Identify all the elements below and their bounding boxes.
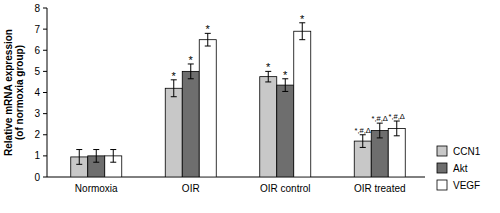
bar bbox=[199, 40, 216, 177]
error-line bbox=[113, 150, 114, 163]
y-axis-title: Relative mRNA expression bbox=[3, 29, 14, 156]
bar bbox=[165, 88, 182, 177]
y-tick bbox=[43, 92, 47, 93]
y-tick-label: 1 bbox=[34, 150, 40, 161]
error-line bbox=[362, 135, 363, 148]
bar bbox=[260, 77, 277, 177]
error-cap bbox=[360, 147, 366, 148]
y-tick bbox=[43, 50, 47, 51]
y-tick bbox=[43, 113, 47, 114]
error-cap bbox=[394, 135, 400, 136]
significance-label: * bbox=[283, 69, 288, 81]
error-cap bbox=[110, 162, 116, 163]
error-bar bbox=[171, 80, 177, 97]
bars bbox=[71, 23, 406, 177]
error-line bbox=[396, 121, 397, 136]
error-line bbox=[173, 80, 174, 97]
x-tick-label: OIR control bbox=[260, 183, 311, 194]
y-tick bbox=[43, 177, 47, 178]
error-cap bbox=[93, 162, 99, 163]
y-tick bbox=[43, 71, 47, 72]
error-bar bbox=[188, 64, 194, 79]
y-tick-label: 6 bbox=[34, 45, 40, 56]
error-line bbox=[379, 123, 380, 138]
error-cap bbox=[110, 149, 116, 150]
error-line bbox=[79, 150, 80, 165]
significance-label: * bbox=[206, 23, 211, 35]
y-axis-title: (of normoxia group) bbox=[14, 45, 25, 140]
bar bbox=[371, 131, 388, 177]
error-cap bbox=[76, 149, 82, 150]
significance-label: * bbox=[266, 61, 271, 73]
error-line bbox=[302, 23, 303, 40]
chart-container: 0 1 2 3 4 5 6 7 8 Relative mRNA expression(of nor… bbox=[0, 0, 500, 213]
x-tick-label: OIR treated bbox=[354, 183, 406, 194]
y-tick-label: 5 bbox=[34, 66, 40, 77]
error-bar bbox=[360, 135, 366, 148]
error-cap bbox=[188, 78, 194, 79]
error-line bbox=[96, 150, 97, 163]
error-cap bbox=[377, 137, 383, 138]
error-bar bbox=[377, 123, 383, 138]
error-bar bbox=[110, 150, 116, 163]
error-cap bbox=[282, 91, 288, 92]
chart-svg: 0 1 2 3 4 5 6 7 8 Relative mRNA expression(of nor… bbox=[0, 0, 500, 213]
significance-label: * bbox=[172, 70, 177, 82]
bar bbox=[388, 128, 405, 177]
x-tick-label: OIR bbox=[182, 183, 200, 194]
error-bar bbox=[299, 23, 305, 40]
annotations: *******,#,Δ*,#,Δ*,#,Δ bbox=[172, 13, 405, 135]
y-tick-label: 4 bbox=[34, 87, 40, 98]
significance-label: * bbox=[300, 13, 305, 25]
error-cap bbox=[299, 39, 305, 40]
y-tick bbox=[43, 29, 47, 30]
x-tick-label: Normoxia bbox=[75, 183, 118, 194]
y-tick-label: 0 bbox=[34, 172, 40, 183]
error-line bbox=[190, 64, 191, 79]
legend-swatch bbox=[437, 180, 447, 190]
significance-label: *,#,Δ bbox=[372, 114, 388, 123]
error-bar bbox=[394, 121, 400, 136]
legend-swatch bbox=[437, 146, 447, 156]
error-bar bbox=[93, 150, 99, 163]
bar bbox=[294, 31, 311, 177]
legend-label: Akt bbox=[453, 163, 468, 174]
error-cap bbox=[171, 96, 177, 97]
y-tick bbox=[43, 155, 47, 156]
y-tick bbox=[43, 134, 47, 135]
significance-label: *,#,Δ bbox=[355, 126, 371, 135]
y-tick-label: 7 bbox=[34, 24, 40, 35]
legend-label: CCN1 bbox=[453, 146, 481, 157]
error-cap bbox=[205, 46, 211, 47]
error-cap bbox=[265, 81, 271, 82]
y-tick-label: 2 bbox=[34, 129, 40, 140]
error-cap bbox=[76, 164, 82, 165]
y-tick bbox=[43, 8, 47, 9]
error-cap bbox=[93, 149, 99, 150]
y-tick-label: 3 bbox=[34, 108, 40, 119]
bar bbox=[277, 85, 294, 177]
significance-label: *,#,Δ bbox=[389, 112, 405, 121]
error-bar bbox=[76, 150, 82, 165]
legend-swatch bbox=[437, 163, 447, 173]
bar bbox=[182, 71, 199, 177]
legend-label: VEGF bbox=[453, 180, 480, 191]
y-tick-label: 8 bbox=[34, 3, 40, 14]
significance-label: * bbox=[189, 54, 194, 66]
